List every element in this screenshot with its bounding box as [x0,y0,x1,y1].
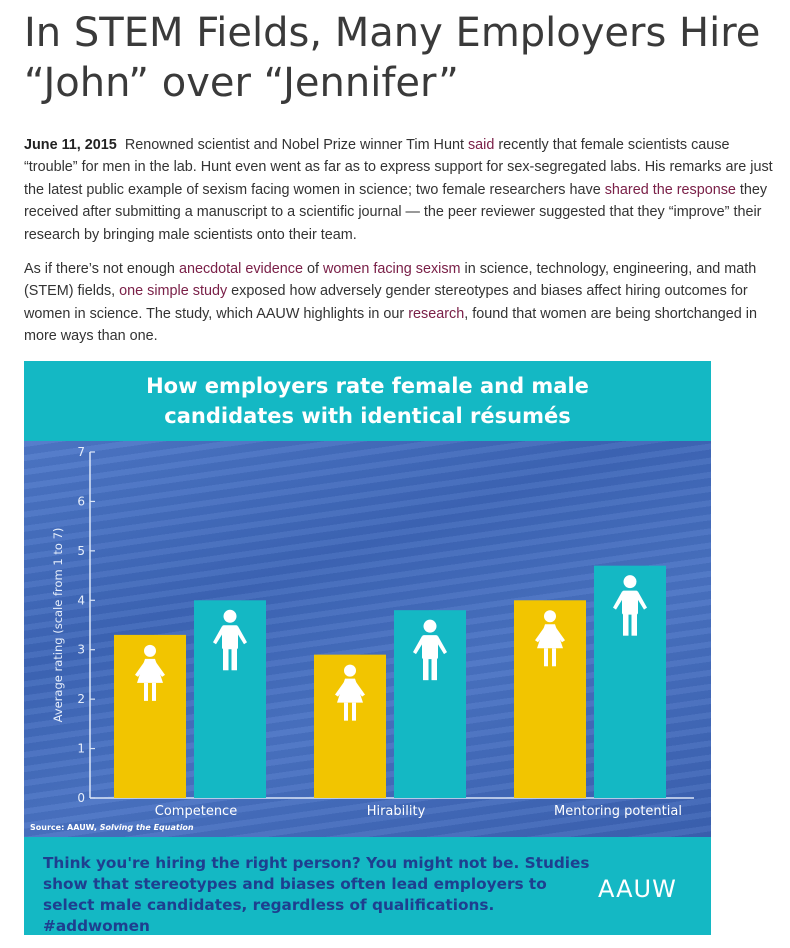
article-date: June 11, 2015 [24,137,117,153]
female-figure-icon [344,702,348,721]
male-figure-icon [623,575,637,589]
y-tick-label: 0 [77,791,85,805]
aauw-logo: AAUW [598,875,677,903]
male-figure-icon [422,635,438,660]
male-figure-icon [423,619,437,633]
x-tick-label: Hirability [367,804,426,819]
female-figure-icon [544,610,556,623]
article-paragraph-1: June 11, 2015 Renowned scientist and Nob… [24,134,774,246]
male-figure-icon [231,648,237,671]
p2-text-d: exposed how adversely gender stereotypes… [24,283,748,322]
female-figure-icon [553,626,565,643]
male-figure-icon [222,625,238,650]
link-said[interactable]: said [467,137,495,153]
female-figure-icon [152,682,156,701]
female-figure-icon [144,644,156,657]
headline-line-2: “John” over “Jennifer” [24,60,459,106]
female-figure-icon [544,648,548,667]
infographic: How employers rate female and male candi… [24,361,711,935]
male-figure-icon [622,590,638,615]
male-figure-icon [431,658,437,681]
x-tick-label: Mentoring potential [554,804,682,819]
y-tick-label: 5 [77,544,85,558]
y-axis-label: Average rating (scale from 1 to 7) [51,528,65,723]
y-tick-label: 1 [77,742,85,756]
x-tick-label: Competence [155,804,237,819]
p2-text-a: As if there’s not enough [24,261,179,277]
female-figure-icon [535,626,547,643]
y-tick-label: 2 [77,692,85,706]
p2-text-b: of [302,261,323,277]
bar-female-hirability [314,654,386,798]
link-shared-the-response[interactable]: shared the response [604,181,736,198]
p2-text-e: , found that women are being shortchange… [24,305,758,345]
female-figure-icon [353,680,365,697]
link-anecdotal-evidence[interactable]: anecdotal evidence [178,261,303,277]
article-paragraph-2: As if there’s not enough anecdotal evide… [24,258,774,348]
male-figure-icon [223,609,237,623]
male-figure-icon [223,648,229,671]
female-figure-icon [552,648,556,667]
link-research[interactable]: research [408,305,465,322]
male-figure-icon [623,613,629,636]
p1-text-c: they received after submitting a manuscr… [24,181,768,243]
y-tick-label: 7 [77,445,85,459]
source-title: Solving the Equation [99,823,194,832]
bar-chart: 0 1 2 3 4 5 6 7 Average rating (scale from 1 to … [51,445,694,819]
female-figure-icon [153,660,165,677]
male-figure-icon [236,626,247,645]
source-note: Source: AAUW, Solving the Equation [30,823,194,832]
male-figure-icon [631,613,637,636]
male-figure-icon [636,591,647,610]
p1-text-b: recently that female scientists cause “t… [24,137,773,198]
male-figure-icon [423,658,429,681]
p2-text-c: in science, technology, engineering, and… [24,261,757,300]
infographic-footer-text: Think you're hiring the right person? Yo… [43,854,590,935]
female-figure-icon [352,702,356,721]
female-figure-icon [135,660,147,677]
male-figure-icon [436,636,447,655]
male-figure-icon [213,626,224,645]
male-figure-icon [413,636,424,655]
p1-text-a: Renowned scientist and Nobel Prize winne… [124,137,468,153]
headline-line-1: In STEM Fields, Many Employers Hire [24,10,761,56]
link-women-facing-sexism[interactable]: women facing sexism [322,261,461,277]
source-prefix: Source: AAUW, [30,823,100,832]
y-tick-label: 4 [77,593,85,607]
female-figure-icon [344,664,356,677]
link-one-simple-study[interactable]: one simple study [119,283,228,300]
y-tick-label: 6 [77,494,85,508]
article-headline: In STEM Fields, Many Employers Hire “Joh… [24,8,764,108]
female-figure-icon [144,682,148,701]
y-tick-label: 3 [77,643,85,657]
chart-title-line-1: How employers rate female and male [146,374,589,398]
chart-title-line-2: candidates with identical résumés [164,404,571,428]
chart-title: How employers rate female and male candi… [24,371,711,431]
male-figure-icon [613,591,624,610]
female-figure-icon [335,680,347,697]
